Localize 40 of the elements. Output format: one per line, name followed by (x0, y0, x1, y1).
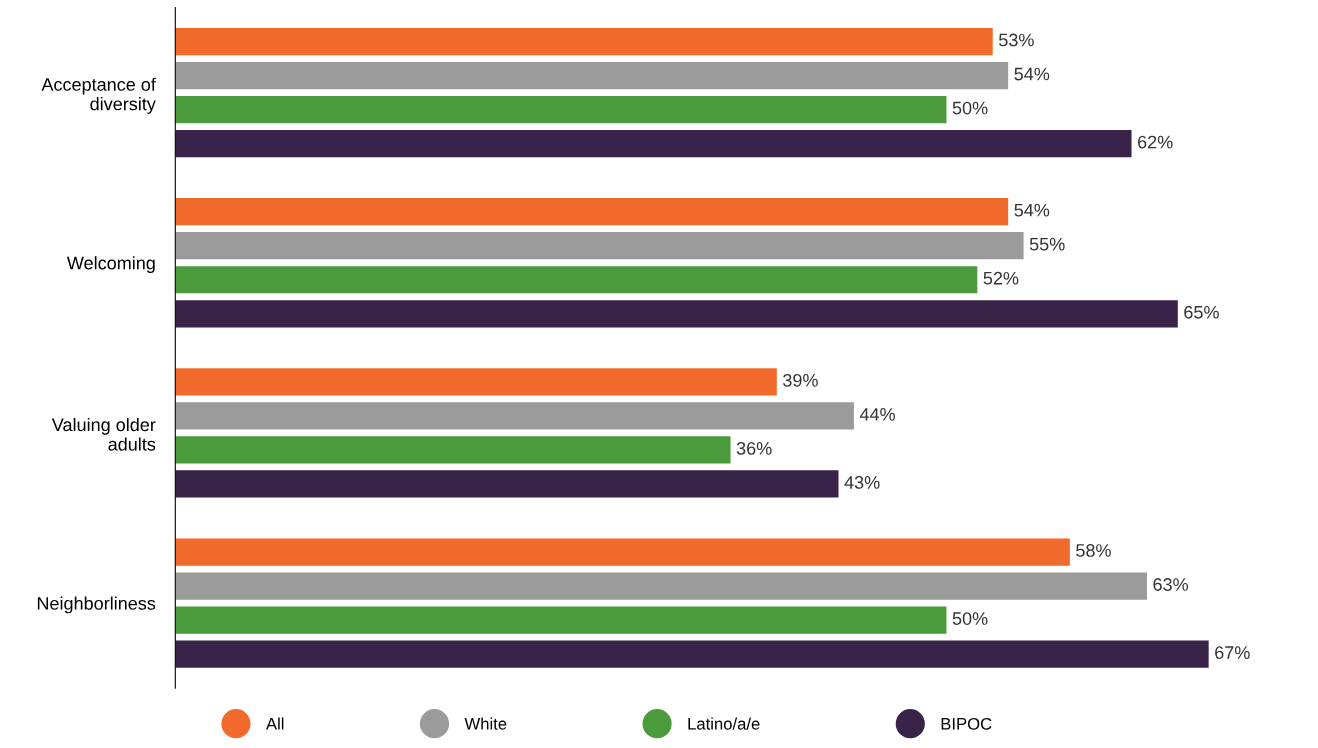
bar (175, 640, 1209, 668)
bar (175, 130, 1132, 158)
bar (175, 368, 777, 396)
data-label: 63% (1153, 578, 1189, 591)
data-label: 55% (1029, 237, 1065, 251)
legend-label: BIPOC (941, 717, 992, 730)
bar (175, 232, 1024, 260)
bar (175, 572, 1147, 600)
data-label: 54% (1014, 67, 1050, 81)
data-label: 67% (1215, 646, 1250, 659)
bar (175, 27, 993, 56)
y-tick-label: Valuing older adults (51, 417, 156, 451)
y-tick-label: Neighborliness (37, 596, 156, 614)
data-label: 50% (952, 101, 988, 115)
bar (175, 402, 854, 430)
data-label: 65% (1184, 305, 1219, 319)
data-label: 44% (859, 408, 895, 421)
data-label: 52% (983, 271, 1019, 285)
legend-label: White (464, 717, 507, 730)
bar (175, 198, 1009, 226)
data-label: 62% (1138, 135, 1173, 149)
data-label: 43% (844, 476, 880, 489)
data-label: 39% (783, 373, 818, 387)
bar (175, 266, 978, 294)
bar (175, 606, 947, 634)
data-label: 53% (999, 33, 1034, 47)
data-label: 36% (736, 441, 772, 455)
bar (175, 436, 731, 464)
bar (175, 300, 1178, 328)
legend-label: All (265, 717, 284, 730)
legend-label: Latino/a/e (688, 717, 760, 730)
bar (175, 470, 839, 498)
y-tick-label: Acceptance of diversity (41, 77, 156, 114)
bar (175, 61, 1009, 90)
bar (175, 95, 947, 124)
bar (175, 538, 1070, 566)
y-tick-label: Welcoming (66, 256, 155, 274)
data-label: 50% (952, 612, 988, 625)
data-label: 58% (1076, 544, 1111, 557)
data-label: 54% (1014, 203, 1050, 217)
